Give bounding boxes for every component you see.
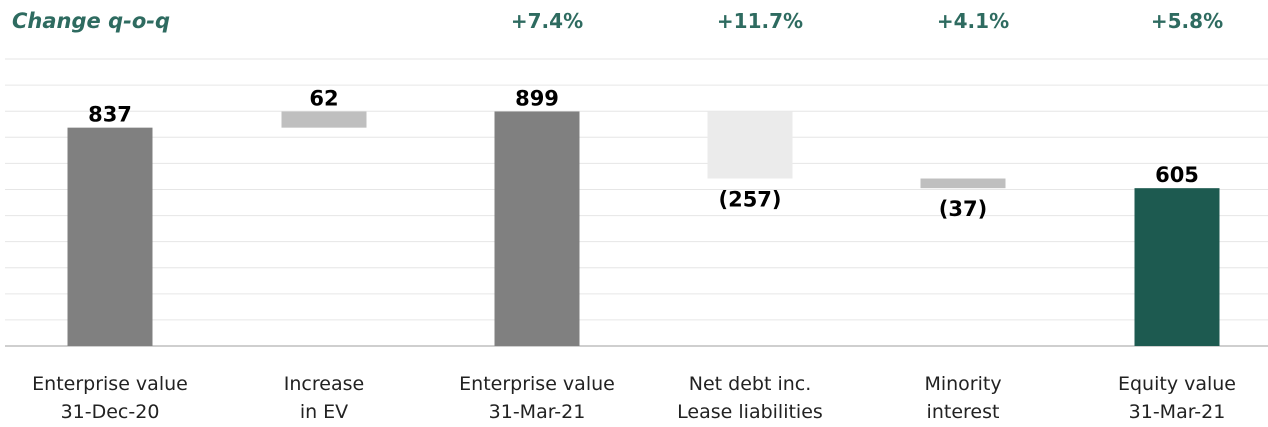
category-label: Net debt inc. Lease liabilities xyxy=(677,373,823,423)
change-label: +5.8% xyxy=(1151,9,1223,33)
bars xyxy=(67,111,1220,346)
bar xyxy=(67,127,153,346)
category-label: Equity value 31-Mar-21 xyxy=(1118,373,1236,423)
data-label: 605 xyxy=(1155,163,1199,187)
bar xyxy=(1134,188,1220,346)
data-label: 899 xyxy=(515,86,559,110)
category-label: Minority interest xyxy=(924,373,1001,423)
data-label: 837 xyxy=(88,103,132,127)
change-label: +7.4% xyxy=(511,9,583,33)
category-labels: Enterprise value 31-Dec-20 Increase in EV En… xyxy=(32,373,1236,423)
data-label: 62 xyxy=(309,86,338,110)
category-label: Enterprise value 31-Mar-21 xyxy=(459,373,615,423)
bar xyxy=(707,111,793,179)
chart-title: Change q-o-q xyxy=(12,9,170,33)
data-labels: 837 62 899 (257) (37) 605 xyxy=(88,86,1199,221)
data-label: (257) xyxy=(718,188,781,212)
gridlines xyxy=(5,58,1268,321)
bar xyxy=(494,111,580,346)
change-row: +7.4% +11.7% +4.1% +5.8% xyxy=(511,9,1223,33)
change-label: +4.1% xyxy=(937,9,1009,33)
category-label: Increase in EV xyxy=(284,373,364,423)
category-label: Enterprise value 31-Dec-20 xyxy=(32,373,188,423)
data-label: (37) xyxy=(939,197,987,221)
change-label: +11.7% xyxy=(717,9,803,33)
bar xyxy=(281,111,367,128)
bar xyxy=(920,178,1006,189)
